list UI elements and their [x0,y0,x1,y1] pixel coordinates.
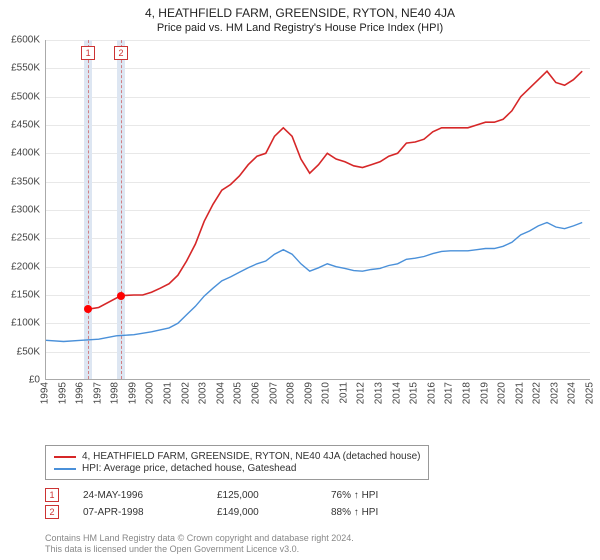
x-axis-label: 2019 [479,382,490,404]
plot-area: 12 [45,40,590,380]
sale-price: £149,000 [217,507,307,518]
sale-row: 1 24-MAY-1996 £125,000 76% ↑ HPI [45,488,565,502]
sale-date: 24-MAY-1996 [83,490,193,501]
x-axis-label: 2018 [461,382,472,404]
x-axis-label: 1998 [110,382,121,404]
sale-date: 07-APR-1998 [83,507,193,518]
y-axis-label: £400K [0,148,40,159]
x-axis-label: 2003 [198,382,209,404]
y-axis-label: £200K [0,261,40,272]
sale-marker-dot [117,292,125,300]
x-axis-label: 2021 [514,382,525,404]
x-axis-label: 2006 [250,382,261,404]
legend-label: 4, HEATHFIELD FARM, GREENSIDE, RYTON, NE… [82,451,420,462]
x-axis-label: 2017 [444,382,455,404]
chart-title: 4, HEATHFIELD FARM, GREENSIDE, RYTON, NE… [0,6,600,20]
x-axis-label: 2016 [426,382,437,404]
x-axis-label: 2025 [585,382,596,404]
legend-item: 4, HEATHFIELD FARM, GREENSIDE, RYTON, NE… [54,451,420,462]
hpi-line [46,223,582,342]
sale-marker-badge: 2 [114,46,128,60]
legend-swatch [54,456,76,458]
footer-line: This data is licensed under the Open Gov… [45,544,354,556]
sale-row: 2 07-APR-1998 £149,000 88% ↑ HPI [45,505,565,519]
legend: 4, HEATHFIELD FARM, GREENSIDE, RYTON, NE… [45,445,429,480]
x-axis-label: 1999 [127,382,138,404]
x-axis-label: 2007 [268,382,279,404]
x-axis-label: 2002 [180,382,191,404]
x-axis-label: 1997 [92,382,103,404]
x-axis-label: 2020 [497,382,508,404]
footer-attribution: Contains HM Land Registry data © Crown c… [45,533,354,556]
y-axis-label: £100K [0,318,40,329]
x-axis-label: 2012 [356,382,367,404]
sale-relative: 76% ↑ HPI [331,490,411,501]
y-axis-label: £300K [0,205,40,216]
sale-badge: 2 [45,505,59,519]
x-axis-label: 1995 [57,382,68,404]
footer-line: Contains HM Land Registry data © Crown c… [45,533,354,545]
y-axis-label: £350K [0,176,40,187]
x-axis-label: 2001 [163,382,174,404]
x-axis-label: 2013 [374,382,385,404]
x-axis-label: 2024 [567,382,578,404]
x-axis-label: 2000 [145,382,156,404]
sale-marker-dot [84,305,92,313]
sale-marker-badge: 1 [81,46,95,60]
legend-item: HPI: Average price, detached house, Gate… [54,463,420,474]
x-axis-label: 2005 [233,382,244,404]
y-axis-label: £250K [0,233,40,244]
chart: £0 £50K £100K £150K £200K £250K £300K £350K £400… [0,40,600,410]
y-axis-label: £550K [0,63,40,74]
y-axis-label: £500K [0,91,40,102]
sale-relative: 88% ↑ HPI [331,507,411,518]
y-axis-label: £450K [0,120,40,131]
x-axis-label: 2009 [303,382,314,404]
x-axis-label: 1994 [40,382,51,404]
sale-price: £125,000 [217,490,307,501]
y-axis-label: £50K [0,346,40,357]
sale-badge: 1 [45,488,59,502]
y-axis-label: £600K [0,35,40,46]
legend-label: HPI: Average price, detached house, Gate… [82,463,296,474]
x-axis-label: 2011 [338,382,349,404]
property-line [88,71,582,309]
x-axis-label: 2015 [409,382,420,404]
x-axis-label: 2008 [286,382,297,404]
y-axis-label: £150K [0,290,40,301]
x-axis-label: 2023 [549,382,560,404]
legend-swatch [54,468,76,470]
x-axis-label: 2010 [321,382,332,404]
x-axis-label: 2004 [215,382,226,404]
chart-subtitle: Price paid vs. HM Land Registry's House … [0,22,600,34]
x-axis-label: 2014 [391,382,402,404]
x-axis-label: 2022 [532,382,543,404]
y-axis-label: £0 [0,375,40,386]
x-axis-label: 1996 [75,382,86,404]
